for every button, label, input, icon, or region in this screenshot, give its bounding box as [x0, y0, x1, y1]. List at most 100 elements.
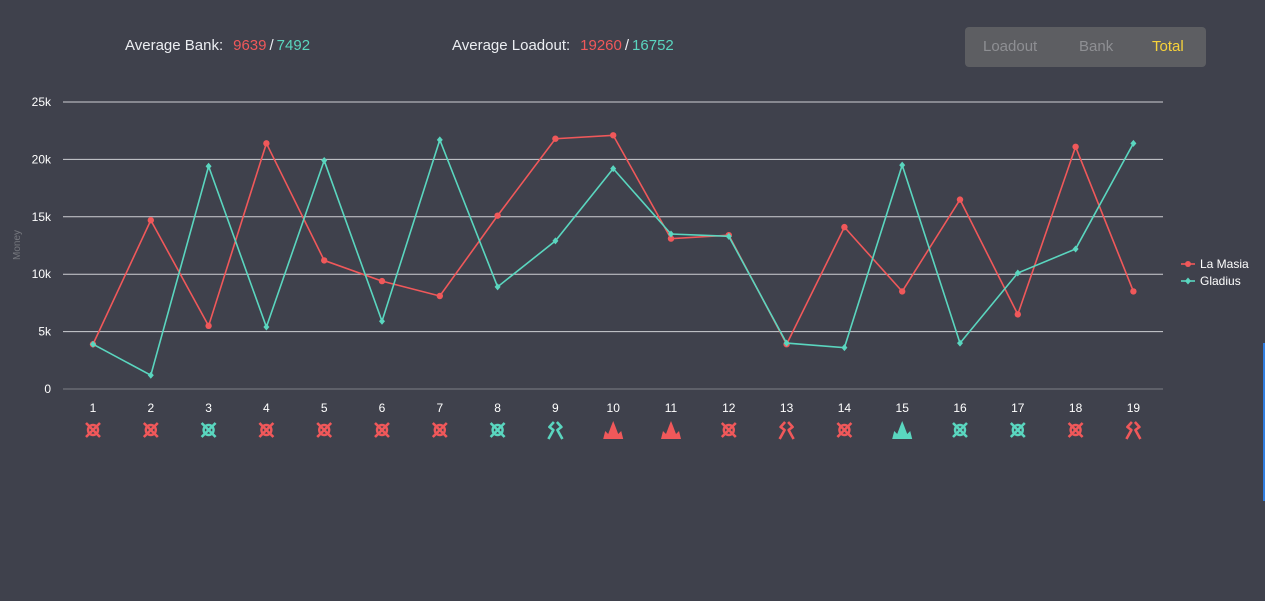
- x-tick-label: 12: [722, 401, 736, 415]
- average-bank-label: Average Bank:: [125, 37, 224, 54]
- scrollbar-edge: [1263, 343, 1265, 501]
- elimination-icon: [720, 422, 737, 438]
- view-toggle: Loadout Bank Total: [965, 27, 1206, 67]
- elimination-icon: [1009, 422, 1026, 438]
- data-point[interactable]: [378, 277, 386, 285]
- defuse-icon: [778, 421, 795, 440]
- defuse-icon: [547, 421, 564, 440]
- elimination-icon: [200, 422, 217, 438]
- y-tick-label: 15k: [32, 210, 52, 224]
- elimination-icon: [1067, 422, 1084, 438]
- data-point[interactable]: [436, 292, 443, 300]
- detonation-icon: [661, 421, 681, 439]
- average-loadout-label: Average Loadout:: [452, 37, 571, 54]
- data-point[interactable]: [321, 157, 328, 165]
- data-point[interactable]: [667, 235, 675, 242]
- y-tick-label: 20k: [32, 152, 52, 166]
- elimination-icon: [952, 422, 968, 438]
- data-point[interactable]: [725, 232, 732, 240]
- y-tick-label: 10k: [32, 267, 52, 281]
- data-point[interactable]: [1014, 311, 1021, 318]
- elimination-icon: [85, 422, 101, 438]
- x-tick-label: 13: [780, 401, 794, 415]
- x-tick-label: 18: [1069, 401, 1083, 415]
- tab-bank[interactable]: Bank: [1079, 38, 1114, 55]
- elimination-icon: [431, 422, 448, 438]
- data-point[interactable]: [899, 161, 906, 169]
- data-point[interactable]: [1072, 143, 1079, 150]
- data-point[interactable]: [1014, 269, 1021, 277]
- x-tick-label: 8: [494, 401, 501, 415]
- x-tick-label: 15: [896, 401, 910, 415]
- data-point[interactable]: [147, 217, 154, 224]
- x-tick-label: 7: [436, 401, 443, 415]
- x-tick-label: 19: [1127, 401, 1141, 415]
- defuse-icon: [1125, 421, 1142, 440]
- detonation-icon: [603, 421, 624, 439]
- data-point[interactable]: [379, 317, 385, 325]
- legend-marker: [1185, 261, 1191, 267]
- x-tick-label: 17: [1011, 401, 1025, 415]
- separator: /: [624, 37, 630, 54]
- elimination-icon: [489, 422, 506, 438]
- data-point[interactable]: [494, 212, 501, 219]
- elimination-icon: [142, 422, 159, 438]
- y-axis-label: Money: [12, 230, 23, 260]
- data-point[interactable]: [90, 340, 96, 348]
- tab-loadout[interactable]: Loadout: [983, 38, 1038, 55]
- elimination-icon: [836, 422, 853, 438]
- average-bank-stat: Average Bank: 9639/7492: [125, 37, 310, 54]
- data-point[interactable]: [841, 344, 848, 352]
- average-loadout-stat: Average Loadout: 19260/16752: [452, 37, 674, 54]
- data-point[interactable]: [610, 165, 617, 173]
- x-tick-label: 2: [147, 401, 154, 415]
- average-bank-red-value: 9639: [233, 37, 267, 54]
- legend-label: La Masia: [1200, 257, 1249, 271]
- elimination-icon: [258, 422, 275, 438]
- data-point[interactable]: [436, 136, 443, 144]
- data-point[interactable]: [956, 196, 964, 203]
- data-point[interactable]: [957, 339, 963, 347]
- data-point[interactable]: [552, 237, 559, 245]
- data-point[interactable]: [841, 223, 848, 231]
- x-tick-label: 5: [321, 401, 328, 415]
- data-point[interactable]: [263, 140, 270, 147]
- series-line-gladius: [92, 137, 1135, 377]
- data-point[interactable]: [147, 371, 154, 379]
- data-point[interactable]: [1072, 245, 1079, 253]
- data-point[interactable]: [783, 339, 790, 347]
- x-tick-label: 3: [205, 401, 212, 415]
- x-tick-label: 11: [665, 401, 678, 415]
- data-point[interactable]: [263, 323, 270, 331]
- data-point[interactable]: [205, 162, 212, 170]
- x-tick-label: 16: [953, 401, 967, 415]
- elimination-icon: [374, 422, 390, 438]
- data-point[interactable]: [610, 132, 617, 139]
- data-point[interactable]: [1130, 288, 1137, 295]
- average-loadout-teal-value: 16752: [632, 37, 674, 54]
- data-point[interactable]: [205, 322, 212, 330]
- average-bank-teal-value: 7492: [276, 37, 311, 54]
- y-tick-label: 5k: [38, 325, 52, 339]
- x-tick-label: 6: [379, 401, 386, 415]
- legend-marker: [1185, 277, 1191, 285]
- legend-item[interactable]: La Masia: [1181, 257, 1249, 271]
- data-point[interactable]: [494, 283, 501, 291]
- y-tick-label: 0: [44, 382, 51, 396]
- x-tick-label: 4: [263, 401, 270, 415]
- x-tick-label: 9: [552, 401, 559, 415]
- tab-total[interactable]: Total: [1152, 38, 1184, 55]
- data-point[interactable]: [552, 135, 559, 142]
- separator: /: [269, 37, 274, 54]
- x-tick-label: 14: [838, 401, 852, 415]
- data-point[interactable]: [321, 257, 328, 264]
- data-point[interactable]: [668, 230, 674, 238]
- x-tick-label: 1: [90, 401, 97, 415]
- data-point[interactable]: [899, 288, 906, 295]
- average-loadout-red-value: 19260: [580, 37, 622, 54]
- data-point[interactable]: [1130, 139, 1137, 147]
- elimination-icon: [316, 422, 333, 438]
- y-tick-label: 25k: [32, 95, 52, 109]
- legend-item[interactable]: Gladius: [1181, 274, 1241, 288]
